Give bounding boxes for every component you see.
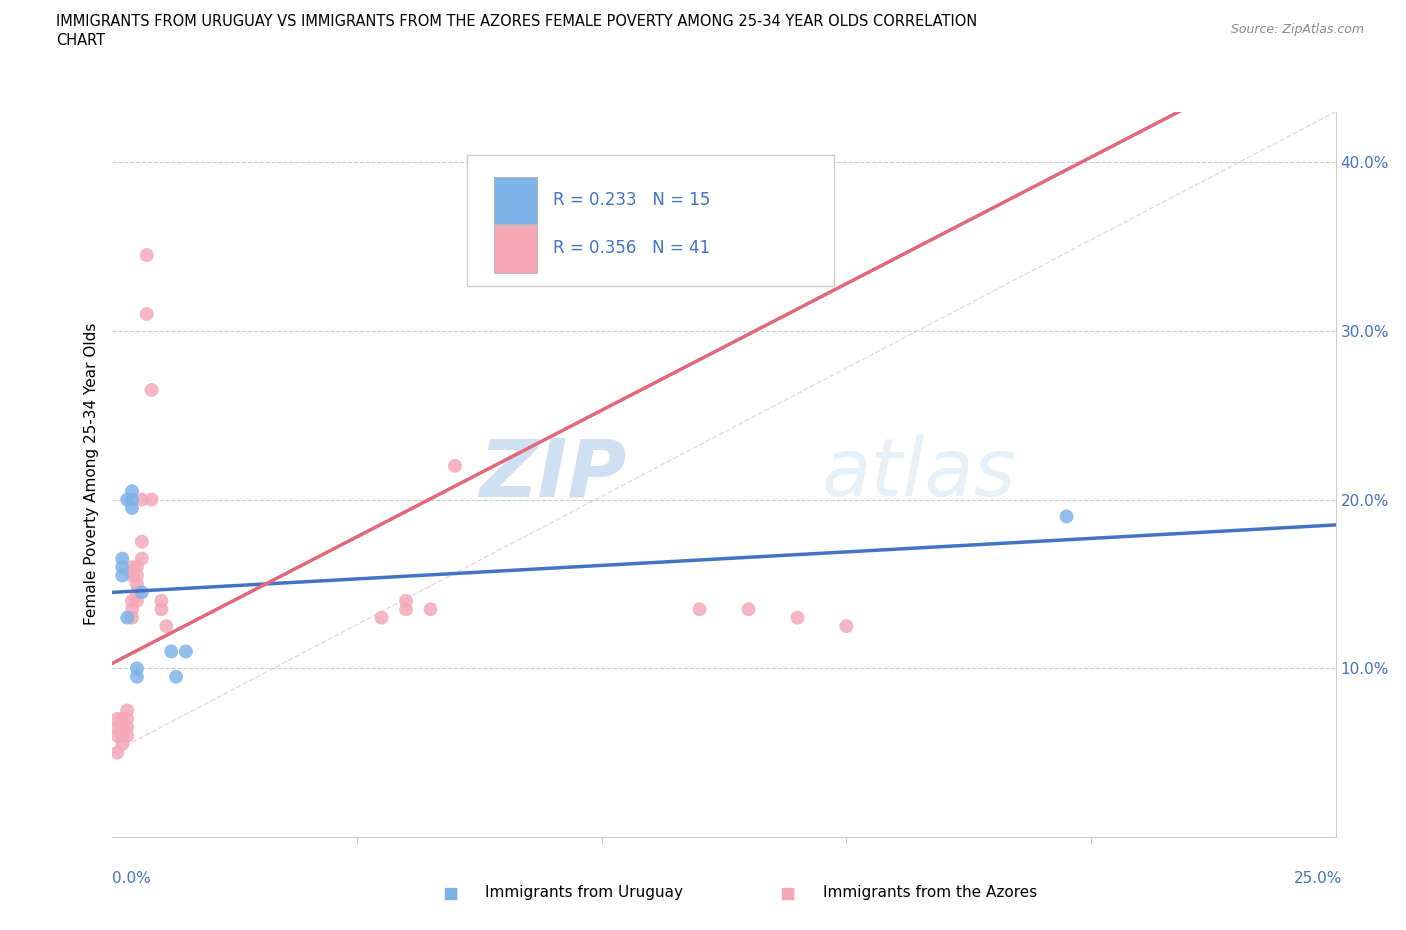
- Point: [115, 492, 138, 507]
- Point: [155, 618, 177, 633]
- Point: [395, 593, 418, 608]
- Point: [150, 602, 173, 617]
- Point: [105, 728, 128, 743]
- Text: atlas: atlas: [823, 435, 1017, 513]
- Text: Source: ZipAtlas.com: Source: ZipAtlas.com: [1230, 23, 1364, 36]
- Point: [125, 568, 148, 583]
- Point: [121, 560, 143, 575]
- FancyBboxPatch shape: [494, 225, 537, 272]
- Point: [141, 492, 163, 507]
- Point: [419, 602, 441, 617]
- Point: [135, 307, 157, 322]
- Point: [125, 560, 148, 575]
- Point: [105, 745, 128, 760]
- Point: [135, 247, 157, 262]
- Point: [370, 610, 392, 625]
- Point: [835, 618, 858, 633]
- Point: [150, 593, 173, 608]
- Point: [125, 593, 148, 608]
- Point: [115, 728, 138, 743]
- Point: [111, 711, 134, 726]
- Point: [786, 610, 808, 625]
- Point: [121, 610, 143, 625]
- Point: [115, 720, 138, 735]
- Point: [131, 492, 153, 507]
- Text: ◼: ◼: [779, 884, 796, 902]
- Point: [115, 610, 138, 625]
- Point: [174, 644, 197, 658]
- Text: R = 0.356   N = 41: R = 0.356 N = 41: [553, 239, 710, 257]
- Text: IMMIGRANTS FROM URUGUAY VS IMMIGRANTS FROM THE AZORES FEMALE POVERTY AMONG 25-34: IMMIGRANTS FROM URUGUAY VS IMMIGRANTS FR…: [56, 14, 977, 29]
- Point: [121, 500, 143, 515]
- Point: [121, 484, 143, 498]
- Point: [111, 560, 134, 575]
- FancyBboxPatch shape: [467, 155, 834, 286]
- Point: [111, 720, 134, 735]
- Point: [111, 551, 134, 566]
- Text: 25.0%: 25.0%: [1295, 871, 1343, 886]
- FancyBboxPatch shape: [494, 177, 537, 224]
- Point: [105, 720, 128, 735]
- Point: [125, 661, 148, 676]
- Point: [125, 670, 148, 684]
- Point: [111, 728, 134, 743]
- Point: [395, 602, 418, 617]
- Point: [121, 602, 143, 617]
- Point: [111, 737, 134, 751]
- Point: [115, 703, 138, 718]
- Point: [689, 602, 711, 617]
- Point: [131, 585, 153, 600]
- Point: [131, 551, 153, 566]
- Text: ◼: ◼: [441, 884, 458, 902]
- Point: [131, 535, 153, 550]
- Y-axis label: Female Poverty Among 25-34 Year Olds: Female Poverty Among 25-34 Year Olds: [83, 323, 98, 626]
- Text: R = 0.233   N = 15: R = 0.233 N = 15: [553, 191, 710, 209]
- Text: Immigrants from the Azores: Immigrants from the Azores: [823, 885, 1036, 900]
- Text: ZIP: ZIP: [479, 435, 626, 513]
- Text: CHART: CHART: [56, 33, 105, 47]
- Point: [105, 711, 128, 726]
- Point: [1056, 509, 1078, 524]
- Point: [121, 492, 143, 507]
- Point: [111, 568, 134, 583]
- Point: [115, 711, 138, 726]
- Point: [444, 458, 467, 473]
- Point: [141, 382, 163, 397]
- Point: [121, 568, 143, 583]
- Point: [125, 585, 148, 600]
- Point: [165, 670, 187, 684]
- Point: [125, 577, 148, 591]
- Point: [121, 593, 143, 608]
- Text: Immigrants from Uruguay: Immigrants from Uruguay: [485, 885, 683, 900]
- Point: [737, 602, 759, 617]
- Point: [160, 644, 183, 658]
- Text: 0.0%: 0.0%: [112, 871, 152, 886]
